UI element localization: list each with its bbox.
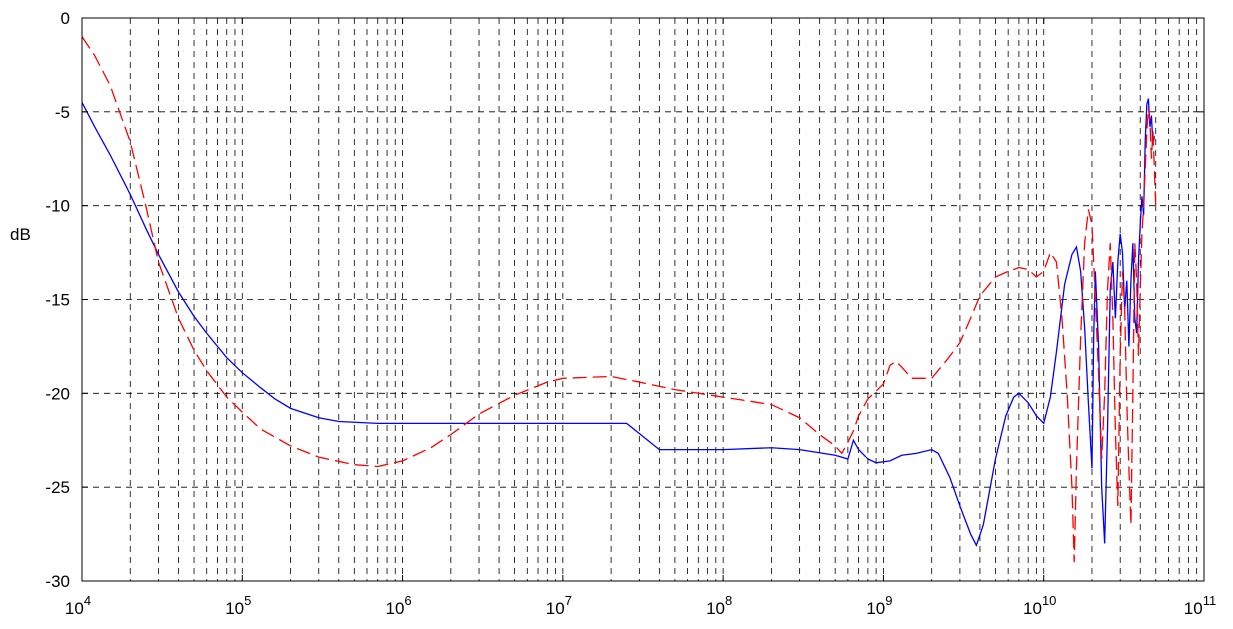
x-tick-label: 105 (225, 593, 251, 618)
grid (82, 18, 1204, 581)
x-tick-label: 1011 (1184, 593, 1216, 618)
y-tick-label: -25 (45, 478, 70, 497)
x-tick-label: 1010 (1023, 593, 1056, 618)
x-tick-label: 104 (65, 593, 91, 618)
series-group (81, 36, 1157, 563)
x-tick-label: 106 (385, 593, 411, 618)
y-tick-label: -10 (45, 197, 70, 216)
series-line-1 (81, 98, 1155, 548)
y-tick-label: -15 (45, 291, 70, 310)
series-line-2 (81, 36, 1157, 563)
x-tick-label: 109 (866, 593, 892, 618)
axis-ticks (81, 17, 1205, 582)
y-tick-label: 0 (61, 9, 70, 28)
y-tick-label: -20 (45, 384, 70, 403)
x-tick-label: 108 (706, 593, 732, 618)
y-tick-label: -30 (45, 572, 70, 591)
y-axis-label: dB (10, 225, 31, 244)
x-tick-label: 107 (546, 593, 572, 618)
y-tick-label: -5 (55, 103, 70, 122)
tick-labels: 104 105 106 107 108 109 1010 1011 0 -5 -10 -15 -20 -2… (45, 9, 1216, 618)
